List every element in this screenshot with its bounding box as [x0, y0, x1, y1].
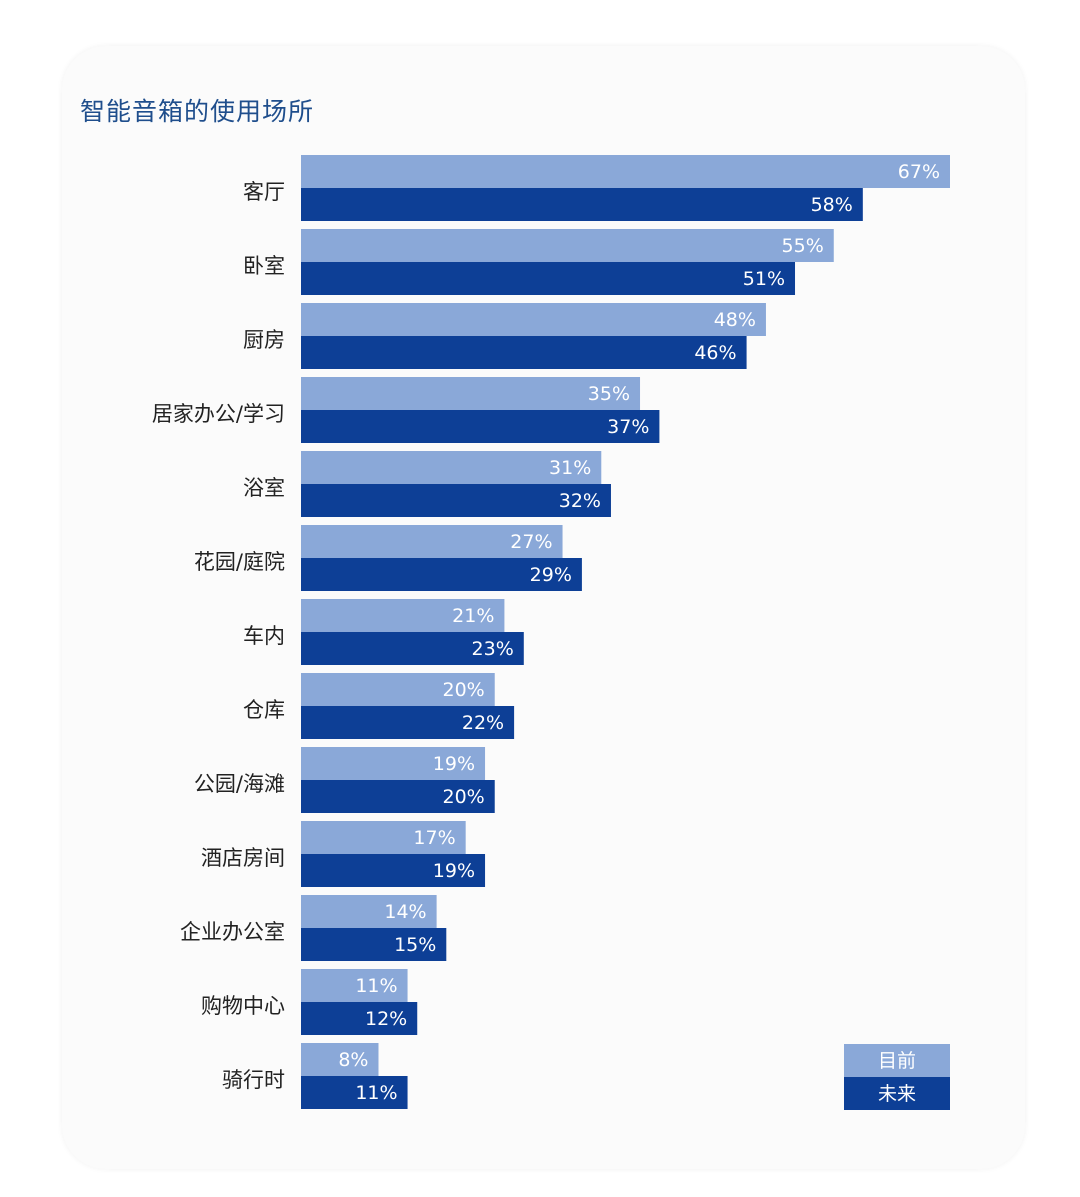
legend-label: 目前: [878, 1050, 916, 1072]
value-label: 19%: [433, 860, 475, 882]
value-label: 14%: [384, 901, 426, 923]
bar-current: [301, 525, 563, 558]
value-label: 20%: [442, 786, 484, 808]
category-label: 居家办公/学习: [152, 402, 285, 426]
bar-future: [301, 558, 582, 591]
category-label: 浴室: [243, 476, 285, 500]
value-label: 35%: [588, 383, 630, 405]
value-label: 19%: [433, 753, 475, 775]
value-label: 17%: [413, 827, 455, 849]
bar-current: [301, 229, 834, 262]
bar-future: [301, 928, 447, 961]
bar-future: [301, 188, 863, 221]
value-label: 11%: [355, 1082, 397, 1104]
category-label: 仓库: [243, 698, 285, 722]
category-label: 客厅: [243, 180, 285, 204]
value-label: 31%: [549, 457, 591, 479]
category-label: 车内: [243, 624, 285, 648]
bar-current: [301, 451, 602, 484]
bar-current: [301, 1043, 379, 1076]
value-label: 12%: [365, 1008, 407, 1030]
value-label: 20%: [442, 679, 484, 701]
value-label: 27%: [510, 531, 552, 553]
value-label: 15%: [394, 934, 436, 956]
bar-current: [301, 303, 766, 336]
bar-current: [301, 747, 486, 780]
bar-current: [301, 969, 408, 1002]
category-label: 企业办公室: [180, 920, 285, 944]
bar-current: [301, 821, 466, 854]
value-label: 22%: [462, 712, 504, 734]
bar-current: [301, 155, 950, 188]
value-label: 29%: [530, 564, 572, 586]
legend-swatch: [844, 1077, 950, 1110]
bar-current: [301, 377, 641, 410]
bar-future: [301, 336, 747, 369]
value-label: 23%: [472, 638, 514, 660]
category-label: 卧室: [243, 254, 285, 278]
bar-future: [301, 1002, 418, 1035]
value-label: 51%: [743, 268, 785, 290]
bar-current: [301, 895, 437, 928]
category-label: 购物中心: [201, 994, 285, 1018]
value-label: 67%: [898, 161, 940, 183]
value-label: 58%: [811, 194, 853, 216]
bar-future: [301, 854, 486, 887]
bar-future: [301, 706, 515, 739]
bar-future: [301, 1076, 408, 1109]
category-label: 花园/庭院: [194, 550, 285, 574]
value-label: 37%: [607, 416, 649, 438]
bar-future: [301, 484, 611, 517]
value-label: 21%: [452, 605, 494, 627]
legend-swatch: [844, 1044, 950, 1077]
bar-current: [301, 599, 505, 632]
bar-future: [301, 262, 796, 295]
legend-label: 未来: [878, 1083, 916, 1105]
value-label: 46%: [694, 342, 736, 364]
category-label: 骑行时: [222, 1068, 285, 1092]
bar-future: [301, 632, 524, 665]
category-label: 公园/海滩: [194, 772, 285, 796]
category-label: 酒店房间: [201, 846, 285, 870]
value-label: 11%: [355, 975, 397, 997]
value-label: 55%: [782, 235, 824, 257]
chart-title: 智能音箱的使用场所: [80, 97, 315, 126]
value-label: 8%: [338, 1049, 368, 1071]
bar-future: [301, 780, 495, 813]
bar-future: [301, 410, 660, 443]
value-label: 48%: [714, 309, 756, 331]
category-label: 厨房: [243, 328, 285, 352]
bar-current: [301, 673, 495, 706]
value-label: 32%: [559, 490, 601, 512]
